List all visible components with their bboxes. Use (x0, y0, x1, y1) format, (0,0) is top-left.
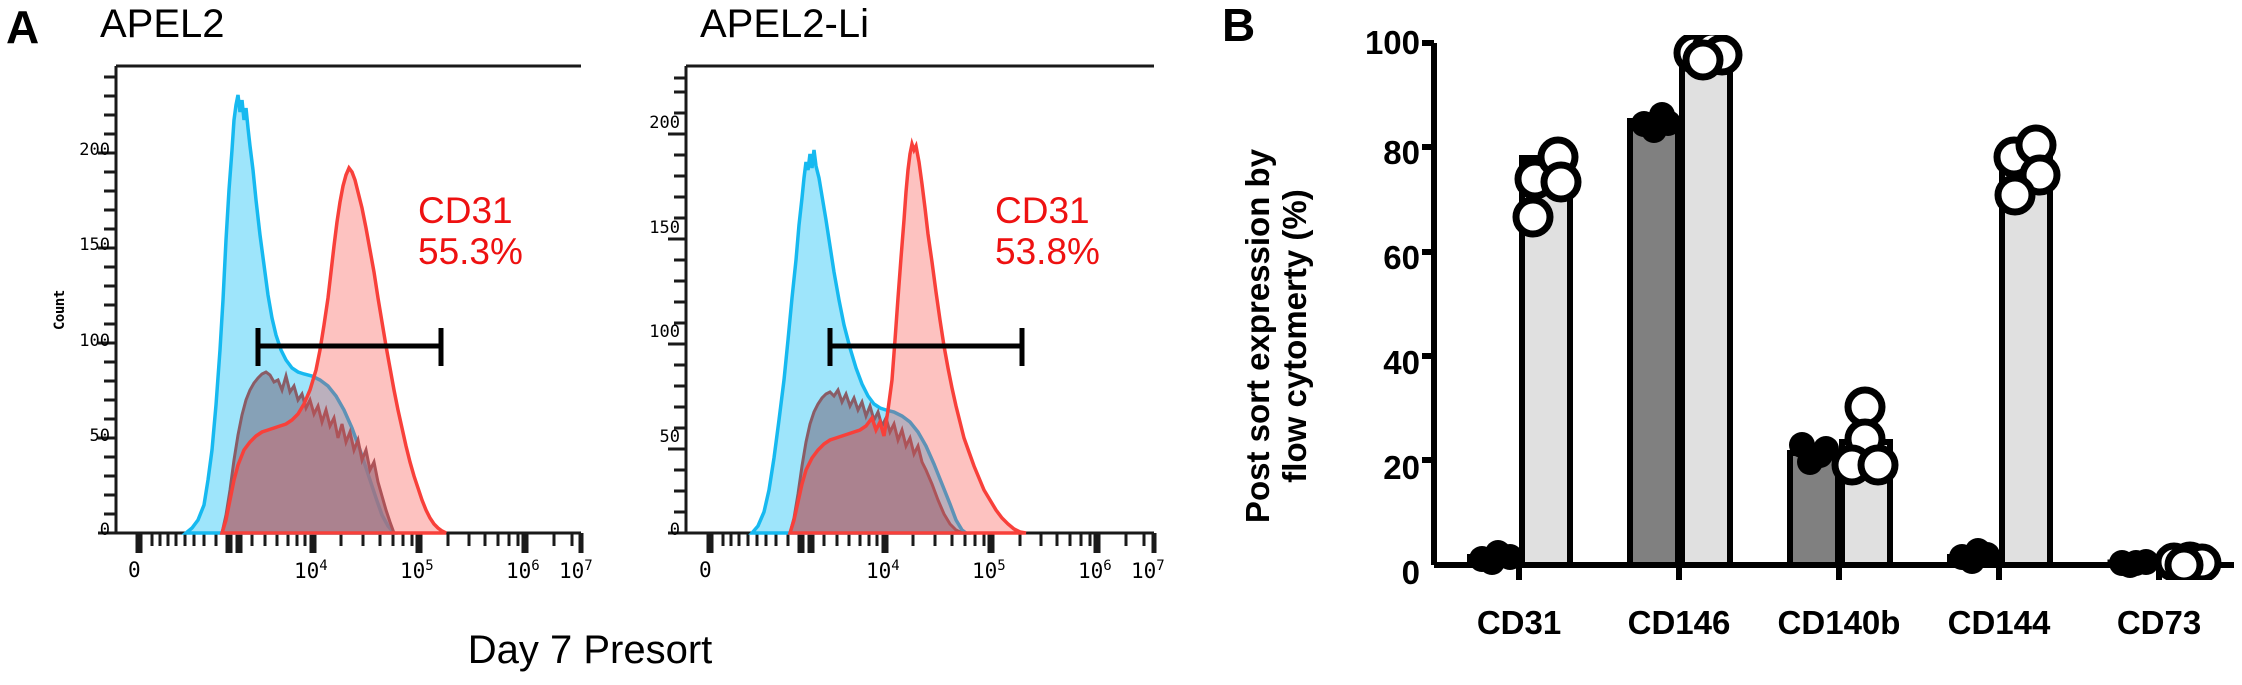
flow-plot-1-ytick-150: 150 (79, 235, 110, 255)
flow-plot-1-gate-marker: CD31 (418, 190, 513, 231)
flow-plot-2-ytick-0: 0 (669, 520, 680, 540)
bar-cd144-positive (1999, 152, 2053, 568)
xtick-3-mantissa: 10 (506, 559, 532, 583)
flow-plot-1-xtick-0: 0 (128, 558, 141, 582)
flow-plot-1-negative-histogram (181, 94, 398, 535)
xtick-1-mantissa: 10 (294, 559, 320, 583)
flow-plot-1-ytick-50: 50 (89, 426, 110, 446)
flow-plot-1-stained-histogram (219, 164, 447, 535)
xtick-1-exponent: 4 (319, 558, 328, 574)
xtick2-2-mantissa: 10 (972, 559, 998, 583)
xtick-4-exponent: 7 (584, 558, 593, 574)
points-cd140b-negative (1789, 432, 1839, 475)
panel-b-ytick-60: 60 (1383, 239, 1420, 276)
flow-plot-1-gate-bracket (255, 328, 444, 366)
xtick-2-exponent: 5 (425, 558, 434, 574)
flow-plot-2-ytick-100: 100 (649, 322, 680, 342)
bar-cd146-positive (1679, 53, 1733, 568)
flow-plot-1-gate-label: CD31 55.3% (418, 190, 523, 273)
flow-plot-1-canvas (98, 64, 584, 553)
flow-plot-2-negative-histogram (748, 149, 972, 535)
flow-plot-2-xtick-1e6: 106 (1078, 558, 1112, 583)
panel-b-letter: B (1222, 0, 1256, 51)
panel-b-ylabel-line2: flow cytomerty (%) (1275, 189, 1313, 483)
xtick2-1-exponent: 4 (891, 558, 900, 574)
flow-plot-1-xtick-1e4: 104 (294, 558, 328, 583)
xtick2-3-mantissa: 10 (1078, 559, 1104, 583)
flow-plot-2-gate-percent: 53.8% (995, 231, 1100, 273)
points-cd140b-positive (1831, 386, 1899, 486)
points-cd146-negative (1631, 102, 1681, 143)
flow-plot-2-xtick-0: 0 (699, 558, 712, 582)
xtick-0-mantissa: 0 (128, 558, 141, 582)
flow-plot-2-gate-label: CD31 53.8% (995, 190, 1100, 273)
panel-b-xcat-cd73: CD73 (2116, 604, 2202, 641)
flow-plot-2-ytick-50: 50 (659, 427, 680, 447)
flow-plot-2-xtick-1e7: 107 (1131, 558, 1165, 583)
xtick2-4-exponent: 7 (1156, 558, 1165, 574)
flow-plot-1-ytick-100: 100 (79, 331, 110, 351)
panel-a: A APEL2 APEL2-Li Count 200 150 100 50 0 (6, 1, 1174, 672)
panel-b-ylabel: Post sort expression by flow cytomerty (… (1239, 36, 1314, 636)
points-cd31-positive (1512, 136, 1582, 238)
flow-plot-2-xtick-1e4: 104 (866, 558, 900, 583)
panel-b-ylabel-line1: Post sort expression by (1239, 148, 1276, 524)
flow-plot-1-gate-percent: 55.3% (418, 231, 523, 273)
points-cd73-negative (2109, 549, 2159, 578)
panel-a-letter: A (6, 1, 40, 53)
flow-plot-1-xtick-1e5: 105 (400, 558, 434, 583)
flow-plot-2-gate-bracket (827, 328, 1025, 366)
panel-b-xcat-cd144: CD144 (1947, 604, 2051, 641)
panel-b-xcat-cd146: CD146 (1627, 604, 1731, 641)
flow-plot-2-ytick-150: 150 (649, 218, 680, 238)
panel-b-ytick-40: 40 (1383, 344, 1420, 381)
points-cd31-negative (1469, 540, 1523, 575)
panel-b-ytick-20: 20 (1383, 449, 1420, 486)
panel-b-chart-canvas (1422, 35, 2234, 580)
flow-plot-2-ytick-200: 200 (649, 113, 680, 133)
xtick2-0-mantissa: 0 (699, 558, 712, 582)
flow-plot-1-title: APEL2 (100, 2, 225, 46)
panel-b-xcat-cd140b: CD140b (1777, 604, 1901, 641)
panel-b-ytick-0: 0 (1401, 554, 1420, 591)
panel-b-ytick-80: 80 (1383, 134, 1420, 171)
flow-plot-1-xtick-1e7: 107 (559, 558, 593, 583)
panel-b-ytick-100: 100 (1364, 24, 1420, 61)
flow-plot-2-overlap-histogram (788, 386, 963, 535)
panel-a-xaxis-title: Day 7 Presort (467, 628, 713, 672)
points-cd73-positive (2154, 541, 2222, 580)
panel-b-xcat-cd31: CD31 (1476, 604, 1562, 641)
xtick2-2-exponent: 5 (997, 558, 1006, 574)
xtick2-4-mantissa: 10 (1131, 559, 1157, 583)
flow-plot-2-gate-marker: CD31 (995, 190, 1090, 231)
flow-plot-2-xtick-1e5: 105 (972, 558, 1006, 583)
bar-cd146-negative (1627, 118, 1681, 568)
xtick2-3-exponent: 6 (1103, 558, 1112, 574)
xtick2-1-mantissa: 10 (866, 559, 892, 583)
xtick-2-mantissa: 10 (400, 559, 426, 583)
xtick-4-mantissa: 10 (559, 559, 585, 583)
points-cd144-negative (1949, 538, 2000, 574)
flow-plot-2-stained-histogram (787, 137, 1027, 535)
flow-cytometry-plot-2: 200 150 100 50 0 (614, 50, 1174, 630)
flow-plot-1-overlap-histogram (220, 370, 397, 535)
xtick-3-exponent: 6 (531, 558, 540, 574)
flow-plot-1-xtick-1e6: 106 (506, 558, 540, 583)
flow-plot-2-canvas (668, 64, 1157, 553)
points-cd144-positive (1993, 124, 2061, 216)
points-cd146-positive (1673, 35, 1743, 81)
flow-plot-1-ylabel: Count (52, 290, 68, 330)
flow-plot-1-ytick-0: 0 (99, 520, 110, 540)
flow-plot-2-title: APEL2-Li (700, 2, 869, 46)
flow-plot-1-ytick-200: 200 (79, 140, 110, 160)
panel-b: B Post sort expression by flow cytomerty… (1222, 0, 2242, 685)
flow-cytometry-plot-1: Count 200 150 100 50 0 (36, 50, 596, 630)
